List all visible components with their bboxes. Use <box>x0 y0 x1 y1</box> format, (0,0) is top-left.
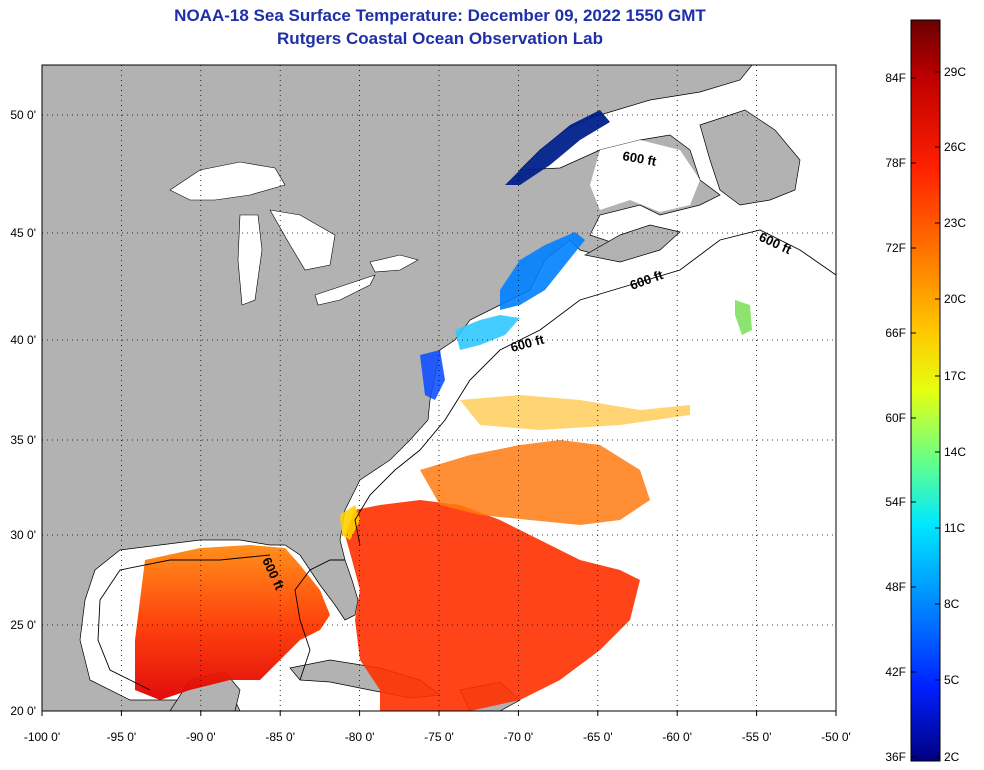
lon-tick-label: -50 0' <box>821 730 851 744</box>
contour-label-1: 600 ft <box>621 148 658 169</box>
sst-sargasso <box>420 440 650 525</box>
lon-tick-label: -75 0' <box>424 730 454 744</box>
lon-tick-label: -70 0' <box>504 730 534 744</box>
lon-tick-label: -65 0' <box>583 730 613 744</box>
colorbar-c-label: 20C <box>944 292 966 306</box>
colorbar-c-label: 2C <box>944 750 960 764</box>
map-subtitle: Rutgers Coastal Ocean Observation Lab <box>277 29 603 48</box>
lon-tick-label: -95 0' <box>107 730 137 744</box>
lat-tick-label: 20 0' <box>10 704 36 718</box>
colorbar-f-label: 60F <box>885 411 906 425</box>
lat-tick-label: 50 0' <box>10 108 36 122</box>
lon-tick-label: -100 0' <box>24 730 60 744</box>
lat-tick-label: 40 0' <box>10 333 36 347</box>
sst-grand-banks <box>735 300 752 335</box>
colorbar-f-label: 72F <box>885 241 906 255</box>
lat-tick-label: 25 0' <box>10 618 36 632</box>
colorbar-c-label: 5C <box>944 673 960 687</box>
sst-gulf-of-maine <box>500 232 585 310</box>
colorbar-c-label: 26C <box>944 140 966 154</box>
lake-erie <box>314 274 376 306</box>
colorbar-c-label: 11C <box>944 521 965 535</box>
sst-florida-coast <box>340 505 360 540</box>
lon-tick-label: -60 0' <box>662 730 692 744</box>
lon-tick-label: -80 0' <box>345 730 375 744</box>
lake-huron <box>269 209 336 271</box>
sst-midatlantic <box>460 395 690 430</box>
lon-tick-label: -90 0' <box>186 730 216 744</box>
lake-superior <box>169 161 286 201</box>
contour-600ft-gulf <box>294 559 345 681</box>
sst-gulf-of-mexico <box>135 545 330 700</box>
sst-nj-shelf <box>455 315 520 350</box>
colorbar-f-label: 42F <box>885 665 906 679</box>
contour-600ft-gulfwest <box>97 554 271 691</box>
sst-chesapeake <box>420 350 445 400</box>
lon-tick-label: -55 0' <box>742 730 772 744</box>
colorbar-c-label: 23C <box>944 216 966 230</box>
colorbar-c-label: 29C <box>944 65 966 79</box>
colorbar-c-label: 14C <box>944 445 966 459</box>
lat-tick-label: 35 0' <box>10 433 36 447</box>
colorbar <box>910 19 941 762</box>
colorbar-f-label: 48F <box>885 580 906 594</box>
colorbar-c-label: 8C <box>944 597 960 611</box>
colorbar-f-label: 66F <box>885 326 906 340</box>
sst-st-lawrence <box>505 110 610 185</box>
colorbar-f-label: 36F <box>885 750 906 764</box>
lake-michigan <box>237 214 263 306</box>
map-title: NOAA-18 Sea Surface Temperature: Decembe… <box>174 6 706 25</box>
land-newfoundland <box>699 109 801 206</box>
lat-tick-label: 30 0' <box>10 528 36 542</box>
land-nova-scotia <box>584 224 681 263</box>
colorbar-c-label: 17C <box>944 369 966 383</box>
gulf-st-lawrence <box>590 140 700 212</box>
contour-600ft <box>354 229 837 546</box>
colorbar-f-label: 84F <box>885 71 906 85</box>
colorbar-f-label: 54F <box>885 495 906 509</box>
lon-tick-label: -85 0' <box>265 730 295 744</box>
sst-gulf-stream-south <box>345 500 640 711</box>
lake-ontario <box>369 254 419 273</box>
colorbar-f-label: 78F <box>885 156 906 170</box>
lat-tick-label: 45 0' <box>10 226 36 240</box>
